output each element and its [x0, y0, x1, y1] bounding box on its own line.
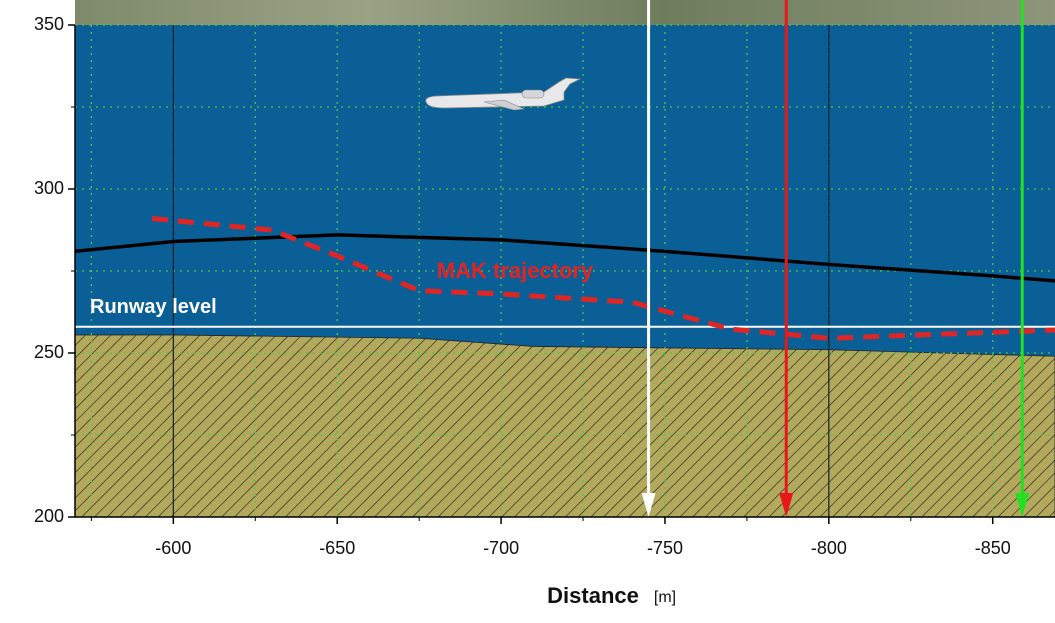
- runway-label: Runway level: [90, 296, 217, 318]
- x-tick-label: -600: [155, 538, 191, 558]
- x-tick-label: -750: [647, 538, 683, 558]
- y-tick-label: 300: [34, 178, 64, 198]
- x-tick-label: -850: [975, 538, 1011, 558]
- aerial-strip: [75, 0, 1055, 25]
- chart: Runway levelMAK trajectory Distance [m] …: [0, 0, 1055, 623]
- y-tick-label: 350: [34, 14, 64, 34]
- y-tick-label: 250: [34, 342, 64, 362]
- x-axis-unit: [m]: [654, 589, 676, 606]
- x-axis-label: Distance: [547, 583, 639, 608]
- terrain-hatch: [75, 335, 1055, 517]
- plot-area: Runway level MAK trajectory: [75, 25, 1055, 517]
- x-tick-label: -700: [483, 538, 519, 558]
- x-tick-label: -650: [319, 538, 355, 558]
- series-label: MAK trajectory: [437, 258, 594, 283]
- x-tick-label: -800: [811, 538, 847, 558]
- y-tick-label: 200: [34, 506, 64, 526]
